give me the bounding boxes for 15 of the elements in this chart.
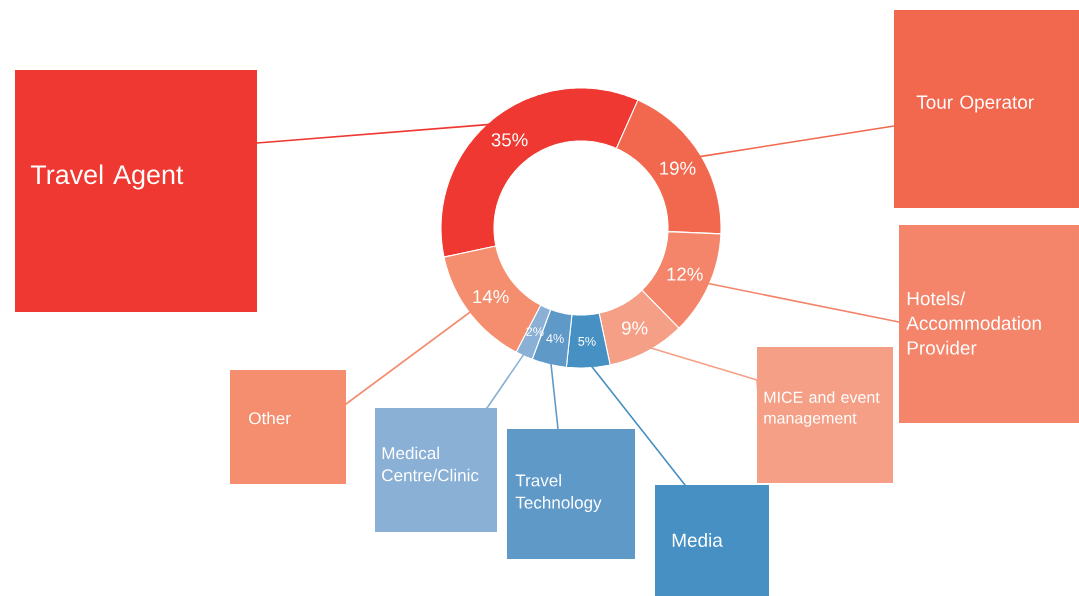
slice-label: Travel Agent xyxy=(30,164,184,190)
slice-label: MICE and event management xyxy=(764,391,880,427)
data-label: 19% xyxy=(660,161,696,175)
slice-label: Travel Technology xyxy=(515,473,602,513)
slice-label: Media xyxy=(672,533,723,547)
data-label: 9% xyxy=(622,321,648,335)
slice-label: Other xyxy=(249,411,291,425)
data-label: 35% xyxy=(491,133,528,147)
data-label: 12% xyxy=(667,267,703,281)
data-label: 14% xyxy=(473,290,509,304)
data-label: 5% xyxy=(578,336,596,346)
slice-label: Medical Centre/Clinic xyxy=(382,446,479,482)
slice-label: Hotels/ Accommodation Provider xyxy=(906,291,1041,355)
slice-label: Tour Operator xyxy=(916,95,1034,113)
data-label: 4% xyxy=(546,334,564,343)
